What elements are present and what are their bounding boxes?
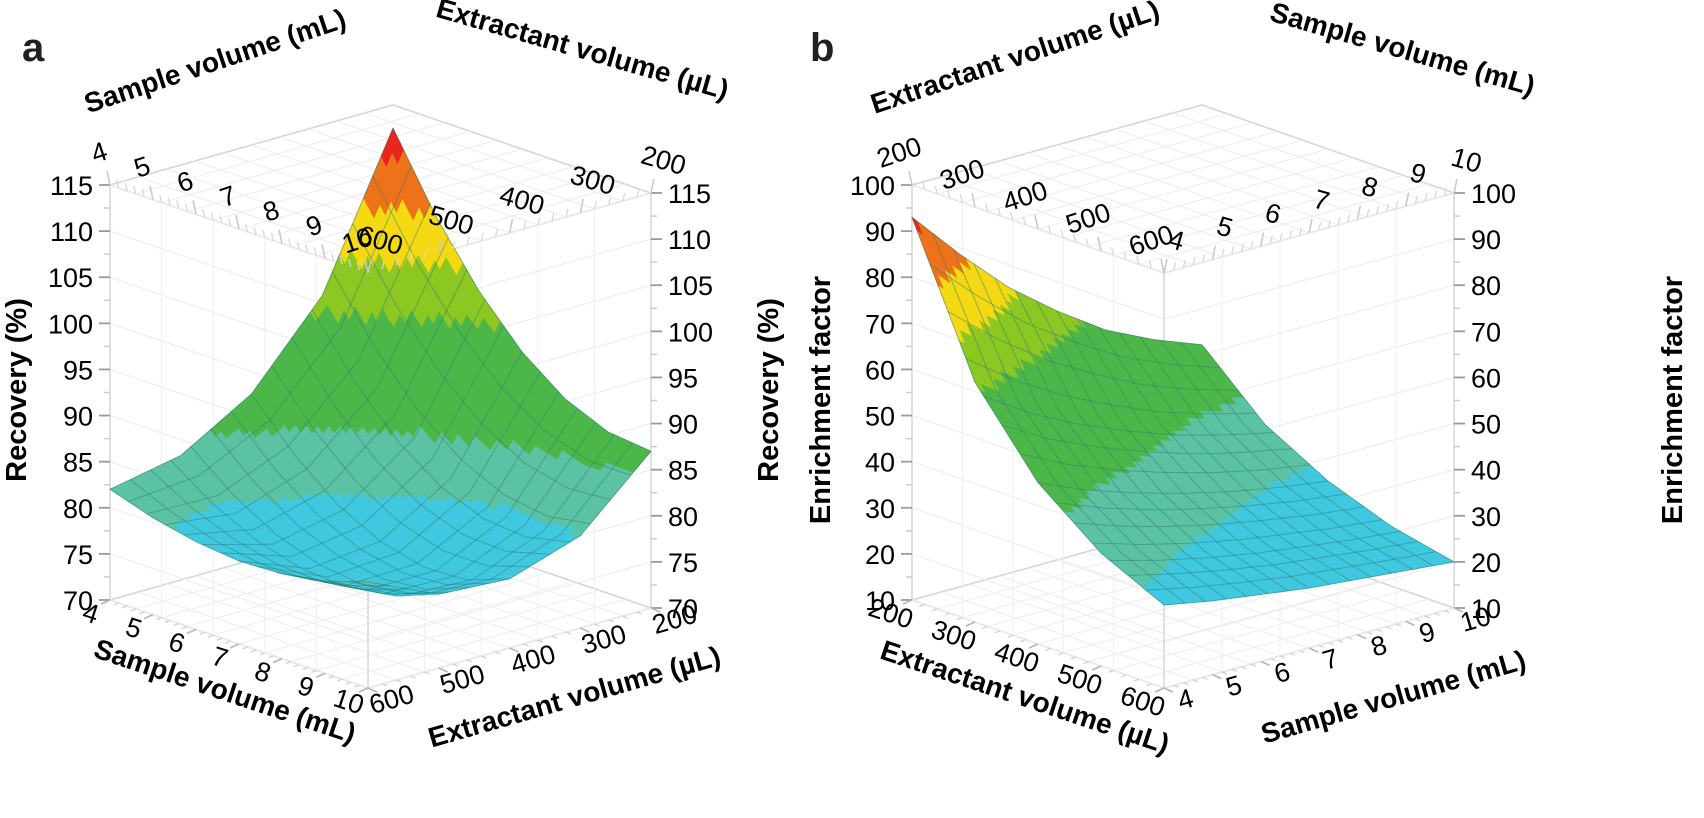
y-axis-title-top-a: Extractant volume (µL)	[433, 0, 732, 105]
z-tick-label-right: 10	[1471, 594, 1501, 624]
z-tick-label-right: 50	[1471, 410, 1501, 440]
z-tick-label: 75	[63, 540, 93, 570]
z-tick-label: 50	[865, 402, 895, 432]
z-tick-label-right: 95	[668, 363, 698, 393]
z-tick-label-right: 115	[668, 179, 711, 209]
y-axis-title-top-b: Sample volume (mL)	[1267, 0, 1539, 102]
y-tick-label-top-a: 200	[638, 140, 690, 181]
z-axis-title-left-a: Recovery (%)	[1, 298, 33, 482]
z-tick-label: 110	[50, 217, 93, 247]
z-tick-label: 115	[50, 171, 93, 201]
panel-a: a 70 70 75 75 80 80 85 85 90 90 95 95 100 100 105 105 11…	[0, 0, 800, 818]
z-tick-label-right: 100	[1471, 179, 1516, 209]
x-tick-label-a: 7	[208, 641, 232, 674]
z-tick-label: 80	[63, 494, 93, 524]
z-tick-label: 10	[865, 586, 895, 616]
z-tick-label: 70	[865, 309, 895, 339]
z-tick-label-right: 40	[1471, 456, 1501, 486]
y-tick-label-top-b: 10	[1448, 142, 1485, 179]
z-tick-label-right: 20	[1471, 548, 1501, 578]
z-tick-label-right: 80	[668, 502, 698, 532]
z-tick-label-right: 85	[668, 456, 698, 486]
y-tick-label-b: 4	[1174, 683, 1197, 716]
y-tick-label-b: 8	[1367, 630, 1390, 663]
x-axis-title-top-b: Extractant volume (µL)	[867, 0, 1164, 120]
z-axis-title-right-a: Recovery (%)	[753, 298, 785, 482]
z-tick-label: 100	[850, 171, 895, 201]
y-tick-label-b: 6	[1271, 656, 1294, 689]
panel-b-letter: b	[810, 26, 835, 70]
z-tick-label: 70	[63, 586, 93, 616]
x-axis-title-top-a: Sample volume (mL)	[80, 3, 350, 119]
z-tick-label: 20	[865, 540, 895, 570]
z-tick-label-right: 110	[668, 225, 711, 255]
x-tick-label-top-b: 200	[873, 131, 925, 174]
z-tick-label-right: 75	[668, 548, 698, 578]
z-tick-label-right: 90	[1471, 225, 1501, 255]
x-tick-label-a: 6	[165, 626, 189, 659]
z-tick-label-right: 60	[1471, 363, 1501, 393]
z-tick-label-right: 105	[668, 271, 713, 301]
panel-b: b 10 10 20 20 30 30 40 40 50 50 60 60 70 70 80 80 90 90 10…	[800, 0, 1704, 818]
x-tick-label-a: 5	[122, 612, 146, 645]
y-axis-title-b: Sample volume (mL)	[1257, 644, 1529, 749]
y-tick-label-b: 9	[1416, 616, 1439, 649]
z-tick-label: 90	[865, 217, 895, 247]
z-tick-label: 30	[865, 494, 895, 524]
z-tick-label-right: 70	[668, 594, 698, 624]
y-tick-label-a: 200	[649, 599, 701, 640]
z-tick-label-right: 100	[668, 317, 713, 347]
y-tick-label-b: 5	[1222, 670, 1245, 703]
z-tick-label-right: 70	[1471, 317, 1501, 347]
z-tick-label: 90	[63, 402, 93, 432]
z-tick-label: 105	[48, 263, 93, 293]
z-tick-label-right: 90	[668, 410, 698, 440]
z-axis-title-left-b: Enrichment factor	[805, 276, 837, 524]
z-axis-title-right-b: Enrichment factor	[1657, 276, 1689, 524]
z-tick-label: 60	[865, 355, 895, 385]
z-tick-label: 95	[63, 355, 93, 385]
z-tick-label-right: 30	[1471, 502, 1501, 532]
z-tick-label: 85	[63, 448, 93, 478]
y-tick-label-b: 7	[1319, 643, 1342, 676]
panel-a-letter: a	[22, 26, 45, 70]
z-tick-label: 100	[48, 309, 93, 339]
z-tick-label: 40	[865, 448, 895, 478]
z-tick-label-right: 80	[1471, 271, 1501, 301]
x-tick-label-b: 200	[865, 592, 917, 634]
x-tick-label-top-a: 4	[87, 136, 111, 169]
z-tick-label: 80	[865, 263, 895, 293]
